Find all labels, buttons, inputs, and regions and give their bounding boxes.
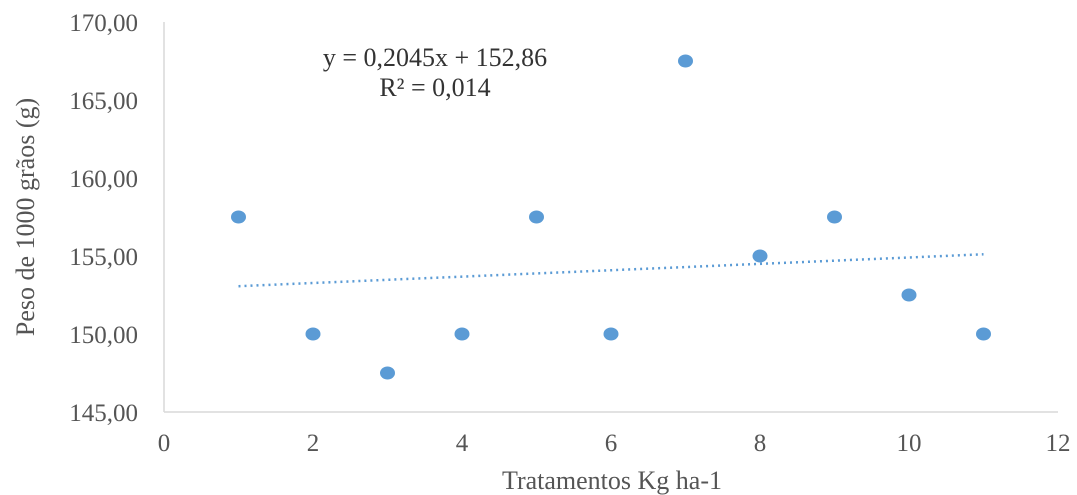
x-tick-labels: 0 2 4 6 8 10 12 xyxy=(158,430,1071,457)
trendline xyxy=(238,253,984,288)
data-point xyxy=(752,249,768,263)
x-axis-title: Tratamentos Kg ha-1 xyxy=(502,466,722,495)
data-point xyxy=(231,210,246,224)
x-tick-label: 0 xyxy=(158,430,171,457)
y-tick-label: 160,00 xyxy=(69,166,138,193)
y-tick-label: 165,00 xyxy=(69,88,138,115)
y-tick-labels: 145,00 150,00 155,00 160,00 165,00 170,00 xyxy=(69,10,138,427)
data-point xyxy=(454,327,470,341)
data-point xyxy=(305,327,321,341)
data-point xyxy=(901,288,917,302)
x-tick-label: 8 xyxy=(754,430,767,457)
x-tick-label: 12 xyxy=(1046,430,1071,457)
x-tick-label: 4 xyxy=(456,430,469,457)
data-point xyxy=(529,210,544,224)
data-point xyxy=(603,327,619,341)
y-tick-label: 170,00 xyxy=(69,10,138,37)
y-tick-label: 150,00 xyxy=(69,322,138,349)
r-squared-label: R² = 0,014 xyxy=(379,73,490,102)
x-tick-label: 10 xyxy=(897,430,922,457)
trendline-equation: y = 0,2045x + 152,86 xyxy=(323,43,547,72)
y-tick-label: 155,00 xyxy=(69,244,138,271)
data-point xyxy=(827,210,842,224)
y-axis-title: Peso de 1000 grãos (g) xyxy=(11,98,40,336)
data-point xyxy=(678,54,693,68)
x-tick-label: 6 xyxy=(605,430,618,457)
data-point xyxy=(976,327,991,341)
y-tick-label: 145,00 xyxy=(69,400,138,427)
x-tick-label: 2 xyxy=(307,430,320,457)
data-points xyxy=(231,54,991,380)
axes xyxy=(163,22,1058,413)
data-point xyxy=(380,366,395,380)
